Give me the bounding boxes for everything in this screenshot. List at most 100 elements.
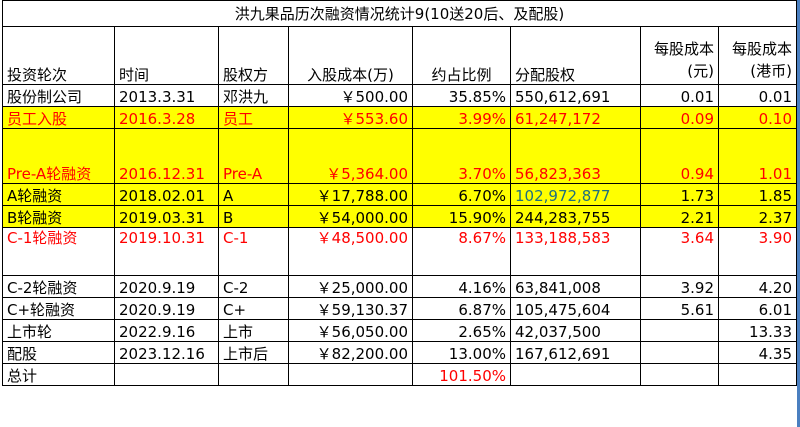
cell-cost[interactable]: ￥553.60 [288,106,413,129]
cell-ratio[interactable]: 4.16% [412,275,511,298]
cell-cost-hkd[interactable]: 3.90 [718,227,797,276]
cell-date[interactable]: 2019.03.31 [114,205,219,228]
cell-round[interactable]: 配股 [2,341,115,364]
cell-ratio[interactable]: 3.70% [412,128,511,184]
header-cell-round[interactable]: 投资轮次 [2,26,115,85]
cell-date[interactable]: 2020.9.19 [114,297,219,320]
cell-ratio[interactable]: 6.87% [412,297,511,320]
cell-holder[interactable]: Pre-A [218,128,289,184]
cell-ratio[interactable]: 13.00% [412,341,511,364]
table-row: 股份制公司 2013.3.31 邓洪九 ￥500.00 35.85% 550,6… [2,84,797,107]
cell-shares[interactable]: 61,247,172 [510,106,641,129]
cell-cost[interactable]: ￥48,500.00 [288,227,413,276]
cell-cost-cny[interactable]: 3.92 [640,275,719,298]
cell-holder[interactable]: C-1 [218,227,289,276]
cell-cost-hkd[interactable]: 2.37 [718,205,797,228]
cell-shares[interactable]: 550,612,691 [510,84,641,107]
cell-ratio[interactable]: 35.85% [412,84,511,107]
cell-date[interactable]: 2016.12.31 [114,128,219,184]
cell-holder[interactable]: 上市 [218,319,289,342]
cell-round[interactable]: C-1轮融资 [2,227,115,276]
cell-date[interactable]: 2020.9.19 [114,275,219,298]
cell-cost[interactable]: ￥500.00 [288,84,413,107]
header-cell-shares[interactable]: 分配股权 [510,26,641,85]
cell-cost-hkd[interactable]: 0.01 [718,84,797,107]
cell-cost[interactable]: ￥5,364.00 [288,128,413,184]
cell-shares[interactable]: 63,841,008 [510,275,641,298]
cell-cost-cny[interactable]: 0.94 [640,128,719,184]
cell-holder[interactable]: C-2 [218,275,289,298]
header-cell-cost[interactable]: 入股成本(万) [288,26,413,85]
cell-holder[interactable]: 员工 [218,106,289,129]
cell-empty[interactable] [218,363,289,386]
cell-cost[interactable]: ￥82,200.00 [288,341,413,364]
cell-cost-cny[interactable]: 0.09 [640,106,719,129]
cell-holder[interactable]: 上市后 [218,341,289,364]
cell-round[interactable]: C+轮融资 [2,297,115,320]
cell-shares[interactable]: 244,283,755 [510,205,641,228]
header-cell-holder[interactable]: 股权方 [218,26,289,85]
cell-date[interactable]: 2023.12.16 [114,341,219,364]
cell-cost[interactable]: ￥25,000.00 [288,275,413,298]
cell-cost-hkd[interactable]: 1.85 [718,183,797,206]
cell-holder[interactable]: 邓洪九 [218,84,289,107]
cell-ratio[interactable]: 3.99% [412,106,511,129]
cell-ratio[interactable]: 6.70% [412,183,511,206]
cell-total-ratio[interactable]: 101.50% [412,363,511,386]
cell-cost-cny[interactable] [640,319,719,342]
cell-cost-cny[interactable]: 1.73 [640,183,719,206]
table-row: 上市轮 2022.9.16 上市 ￥56,050.00 2.65% 42,037… [2,319,797,342]
cell-ratio[interactable]: 15.90% [412,205,511,228]
cell-cost-hkd[interactable]: 4.20 [718,275,797,298]
cell-round[interactable]: Pre-A轮融资 [2,128,115,184]
cell-shares[interactable]: 102,972,877 [510,183,641,206]
cell-cost-cny[interactable]: 5.61 [640,297,719,320]
table-row: 配股 2023.12.16 上市后 ￥82,200.00 13.00% 167,… [2,341,797,364]
cell-cost[interactable]: ￥59,130.37 [288,297,413,320]
cell-date[interactable]: 2016.3.28 [114,106,219,129]
cell-round[interactable]: 员工入股 [2,106,115,129]
cell-cost-hkd[interactable]: 0.10 [718,106,797,129]
cell-cost-hkd[interactable]: 1.01 [718,128,797,184]
cell-cost-hkd[interactable]: 13.33 [718,319,797,342]
cell-holder[interactable]: B [218,205,289,228]
cell-cost-cny[interactable]: 2.21 [640,205,719,228]
table-title[interactable]: 洪九果品历次融资情况统计9(10送20后、及配股) [2,0,797,27]
cell-empty[interactable] [288,363,413,386]
cell-shares[interactable]: 133,188,583 [510,227,641,276]
cell-date[interactable]: 2022.9.16 [114,319,219,342]
cell-ratio[interactable]: 8.67% [412,227,511,276]
cell-date[interactable]: 2019.10.31 [114,227,219,276]
cell-date[interactable]: 2018.02.01 [114,183,219,206]
header-cell-cost-hkd[interactable]: 每股成本(港币) [718,26,797,85]
cell-cost-cny[interactable]: 3.64 [640,227,719,276]
cell-shares[interactable]: 42,037,500 [510,319,641,342]
cell-ratio[interactable]: 2.65% [412,319,511,342]
cell-cost-hkd[interactable]: 6.01 [718,297,797,320]
header-cell-ratio[interactable]: 约占比例 [412,26,511,85]
cell-round[interactable]: 股份制公司 [2,84,115,107]
cell-shares[interactable]: 56,823,363 [510,128,641,184]
cell-empty[interactable] [640,363,719,386]
header-cell-date[interactable]: 时间 [114,26,219,85]
header-cell-cost-cny[interactable]: 每股成本(元) [640,26,719,85]
cell-holder[interactable]: C+ [218,297,289,320]
cell-shares[interactable]: 105,475,604 [510,297,641,320]
cell-shares[interactable]: 167,612,691 [510,341,641,364]
cell-cost-cny[interactable]: 0.01 [640,84,719,107]
cell-total-label[interactable]: 总计 [2,363,115,386]
cell-cost[interactable]: ￥17,788.00 [288,183,413,206]
cell-cost-cny[interactable] [640,341,719,364]
cell-round[interactable]: A轮融资 [2,183,115,206]
cell-holder[interactable]: A [218,183,289,206]
cell-round[interactable]: C-2轮融资 [2,275,115,298]
cell-round[interactable]: B轮融资 [2,205,115,228]
cell-empty[interactable] [114,363,219,386]
cell-empty[interactable] [718,363,797,386]
cell-round[interactable]: 上市轮 [2,319,115,342]
cell-cost[interactable]: ￥56,050.00 [288,319,413,342]
cell-cost-hkd[interactable]: 4.35 [718,341,797,364]
cell-date[interactable]: 2013.3.31 [114,84,219,107]
cell-cost[interactable]: ￥54,000.00 [288,205,413,228]
cell-empty[interactable] [510,363,641,386]
